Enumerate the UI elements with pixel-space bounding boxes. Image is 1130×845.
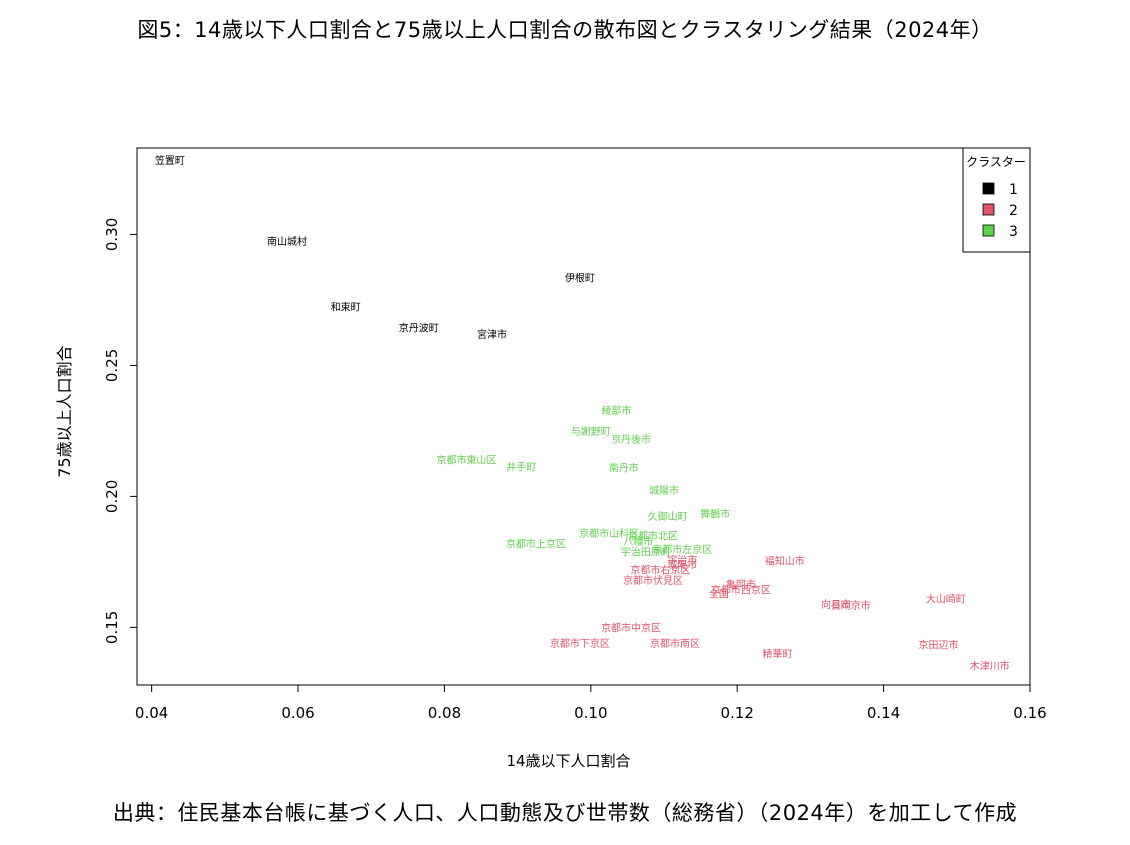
data-label-cluster1-4: 京丹波町	[399, 321, 439, 334]
data-label-cluster1-0: 笠置町	[155, 154, 185, 167]
data-label-cluster2-0: 福知山市	[765, 555, 805, 568]
legend-label-2: 2	[1009, 203, 1018, 219]
y-tick-label-1: 0.20	[103, 480, 121, 513]
x-tick-label-4: 0.12	[721, 704, 754, 722]
data-label-cluster3-5: 南丹市	[609, 462, 639, 475]
data-label-cluster1-5: 宮津市	[477, 328, 507, 341]
x-tick-label-2: 0.08	[428, 704, 461, 722]
data-label-cluster3-11: 八幡市	[623, 535, 653, 548]
legend-box	[962, 147, 1031, 253]
y-tick-label-2: 0.25	[103, 349, 121, 382]
chart-axes: 0.04 0.06 0.08 0.10 0.12 0.14 0.16 0.15 0.20 0.25…	[55, 147, 1047, 770]
figure-source: 出典：住民基本台帳に基づく人口、人口動態及び世帯数（総務省）（2024年）を加工…	[112, 801, 1018, 825]
data-label-cluster2-6: 大山崎町	[926, 593, 966, 606]
data-label-cluster3-8: 舞鶴市	[700, 507, 730, 520]
x-tick-label-6: 0.16	[1013, 704, 1046, 722]
data-label-cluster2-11: 京都市下京区	[550, 637, 610, 650]
y-tick-label-3: 0.30	[103, 218, 121, 251]
data-label-cluster2-13: 京都市右京区	[630, 564, 690, 577]
data-label-cluster3-7: 久御山町	[648, 510, 688, 523]
x-tick-label-1: 0.06	[281, 704, 314, 722]
data-label-cluster3-6: 城陽市	[649, 484, 679, 497]
y-tick-label-0: 0.15	[103, 611, 121, 644]
data-label-cluster3-0: 綾部市	[601, 404, 631, 417]
data-label-cluster3-1: 与謝野町	[571, 425, 611, 438]
figure-title: 図5：14歳以下人口割合と75歳以上人口割合の散布図とクラスタリング結果（202…	[137, 18, 993, 42]
data-label-cluster1-3: 和束町	[331, 301, 361, 313]
data-label-cluster2-2: 京都市西京区	[711, 583, 771, 596]
legend-label-1: 1	[1009, 182, 1018, 198]
data-label-cluster1-2: 伊根町	[565, 272, 595, 285]
data-label-cluster2-8: 木津川市	[970, 659, 1010, 672]
data-label-cluster2-7: 京田辺市	[919, 638, 959, 651]
data-label-cluster1-1: 南山城村	[267, 235, 307, 248]
data-label-cluster2-15: 宇治市	[667, 553, 697, 566]
y-axis-title: 75歳以上人口割合	[55, 345, 74, 477]
data-label-cluster3-10: 京都市北区	[628, 530, 678, 543]
data-label-cluster3-2: 京丹後市	[611, 433, 651, 446]
data-label-cluster3-9: 京都市山科区	[579, 527, 639, 540]
data-label-cluster3-3: 京都市東山区	[436, 454, 496, 467]
data-label-cluster3-13: 京都市上京区	[506, 538, 566, 551]
data-label-cluster2-1: 亀岡市	[726, 578, 756, 591]
data-label-cluster2-10: 京都市中京区	[601, 621, 661, 634]
data-label-cluster2-4: 向日市	[821, 598, 851, 611]
data-label-cluster2-5: 長岡京市	[831, 599, 871, 612]
data-label-cluster3-12: 京都市左京区	[652, 543, 712, 556]
legend: クラスター 1 2 3	[962, 147, 1031, 253]
data-label-cluster3-14: 宇治田原町	[621, 545, 671, 558]
legend-swatch-1	[982, 182, 995, 195]
legend-swatch-2	[982, 203, 995, 216]
data-label-cluster2-3: 全国	[709, 587, 729, 600]
data-label-cluster2-12: 京都市南区	[650, 637, 700, 650]
data-label-cluster2-9: 精華町	[762, 648, 792, 661]
x-tick-label-3: 0.10	[574, 704, 607, 722]
x-axis-title: 14歳以下人口割合	[506, 752, 630, 770]
data-labels: 笠置町南山城村伊根町和束町京丹波町宮津市福知山市亀岡市京都市西京区全国向日市長岡…	[155, 154, 1010, 673]
x-tick-label-5: 0.14	[867, 704, 900, 722]
data-label-cluster2-14: 京都市伏見区	[623, 574, 683, 587]
legend-label-3: 3	[1009, 224, 1018, 240]
data-label-cluster2-16: 城陽市	[667, 559, 697, 572]
data-label-cluster3-4: 井手町	[506, 460, 536, 473]
legend-title: クラスター	[966, 155, 1026, 169]
legend-swatch-3	[982, 224, 995, 237]
plot-frame	[136, 147, 1031, 686]
x-tick-label-0: 0.04	[135, 704, 168, 722]
